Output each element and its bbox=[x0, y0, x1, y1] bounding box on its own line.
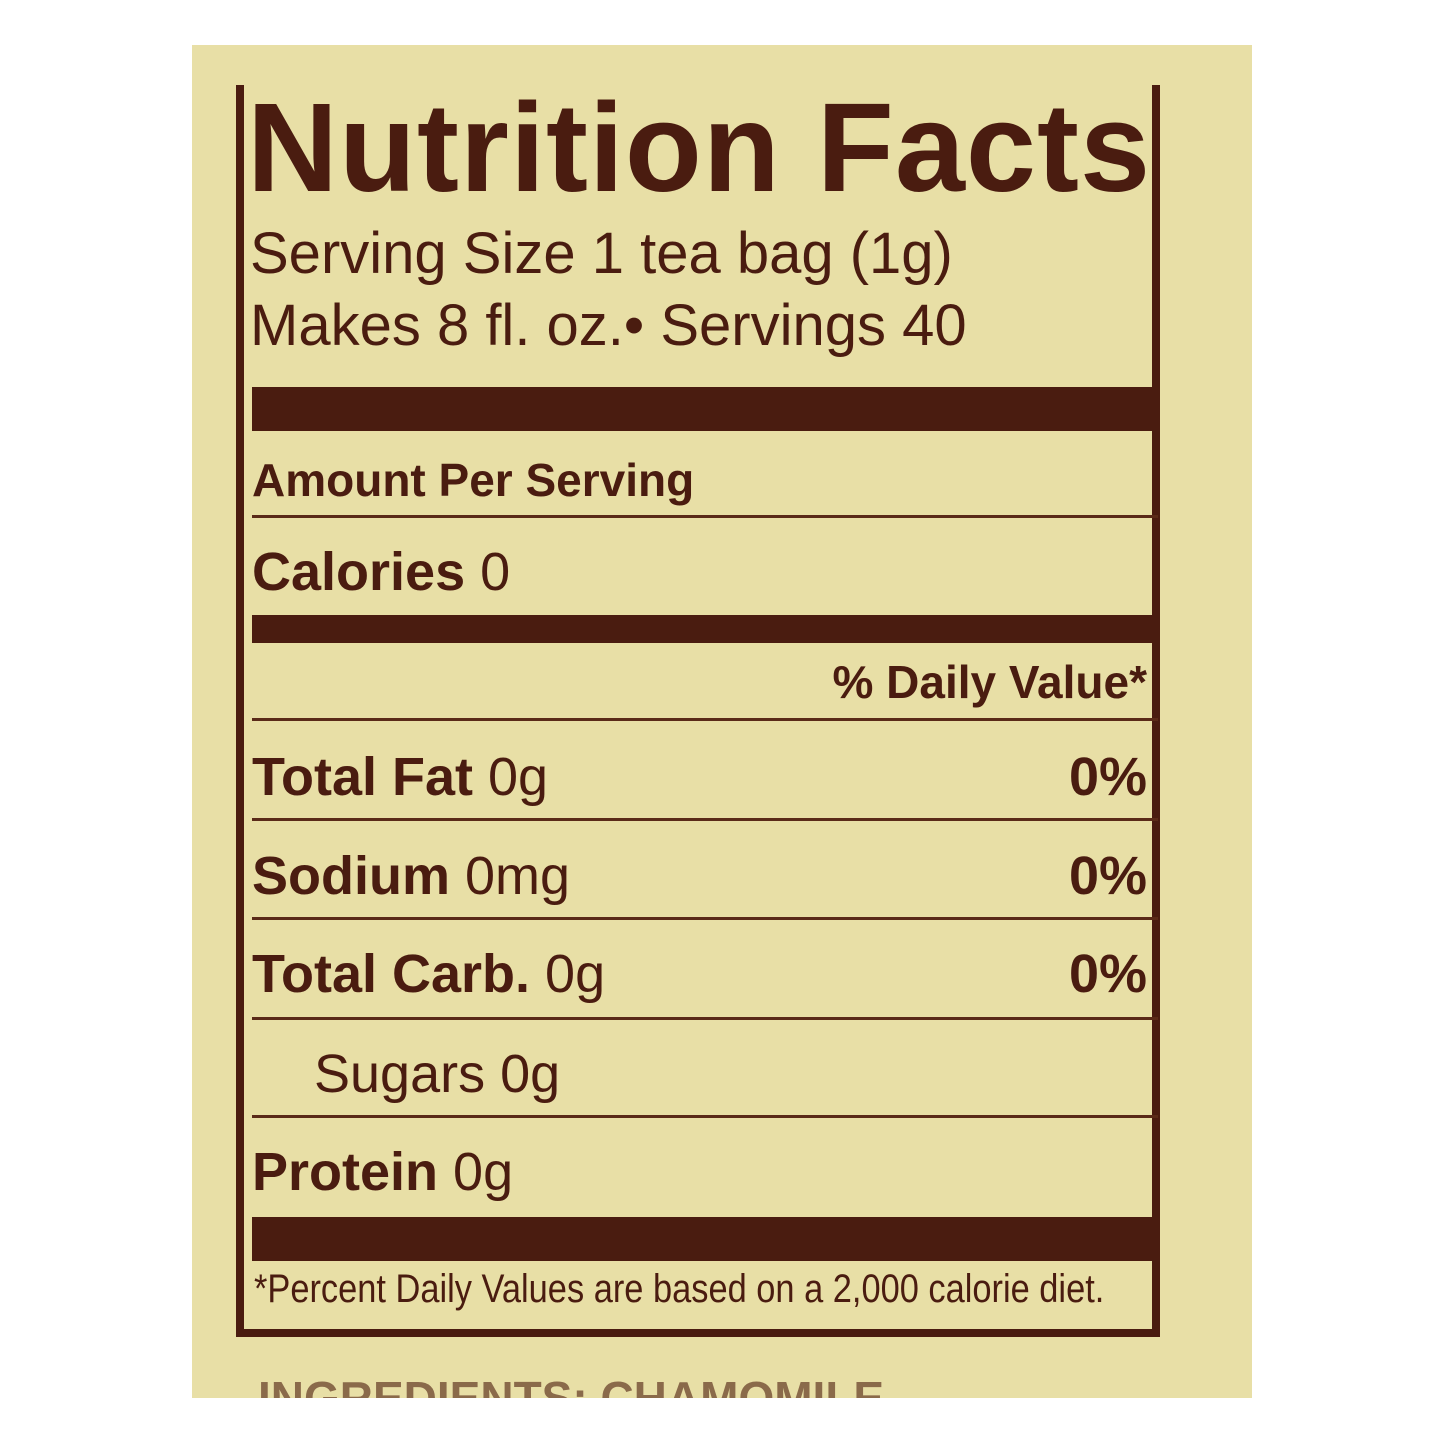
nutrient-row-sugars: Sugars 0g bbox=[314, 1047, 560, 1101]
nutrition-label-panel: Nutrition Facts Serving Size 1 tea bag (… bbox=[192, 45, 1252, 1398]
label-border bbox=[236, 85, 1160, 1337]
medium-divider bbox=[252, 615, 1158, 643]
nutrient-row-protein: Protein 0g bbox=[252, 1145, 513, 1199]
nutrient-row-sodium: Sodium 0mg bbox=[252, 849, 570, 903]
servings-per-container: Makes 8 fl. oz.• Servings 40 bbox=[250, 293, 967, 358]
nutrient-amount: 0mg bbox=[465, 846, 571, 906]
divider bbox=[252, 1017, 1158, 1020]
amount-per-serving: Amount Per Serving bbox=[252, 454, 695, 506]
nutrient-amount: 0g bbox=[545, 944, 606, 1004]
nutrient-row-total-fat: Total Fat 0g bbox=[252, 750, 548, 804]
nutrient-name: Sodium bbox=[252, 846, 450, 906]
nutrient-amount: 0g bbox=[488, 747, 549, 807]
serving-size: Serving Size 1 tea bag (1g) bbox=[250, 221, 953, 286]
nutrient-name: Protein bbox=[252, 1142, 439, 1202]
nutrient-amount: 0g bbox=[453, 1142, 514, 1202]
thick-divider bbox=[252, 1217, 1158, 1261]
nutrient-name: Total Carb. bbox=[252, 944, 531, 1004]
label-title: Nutrition Facts bbox=[247, 77, 1152, 218]
nutrient-dv: 0% bbox=[1068, 944, 1147, 1004]
nutrient-dv: 0% bbox=[1068, 747, 1147, 807]
divider bbox=[252, 1115, 1158, 1118]
divider bbox=[252, 818, 1158, 821]
divider bbox=[252, 718, 1158, 721]
nutrient-dv: 0% bbox=[1068, 846, 1147, 906]
divider bbox=[252, 515, 1158, 518]
calories-row: Calories 0 bbox=[252, 545, 510, 599]
calories-label: Calories bbox=[252, 542, 466, 602]
nutrient-amount: 0g bbox=[500, 1044, 561, 1104]
footnote: *Percent Daily Values are based on a 2,0… bbox=[254, 1267, 1105, 1311]
nutrient-name: Sugars bbox=[314, 1044, 486, 1104]
nutrient-row-total-carb: Total Carb. 0g bbox=[252, 947, 605, 1001]
ingredients-partial: INGREDIENTS: CHAMOMILE bbox=[258, 1372, 885, 1398]
divider bbox=[252, 917, 1158, 920]
nutrient-name: Total Fat bbox=[252, 747, 473, 807]
daily-value-header: % Daily Value* bbox=[832, 656, 1148, 708]
calories-value: 0 bbox=[480, 542, 511, 602]
thick-divider bbox=[252, 387, 1158, 431]
